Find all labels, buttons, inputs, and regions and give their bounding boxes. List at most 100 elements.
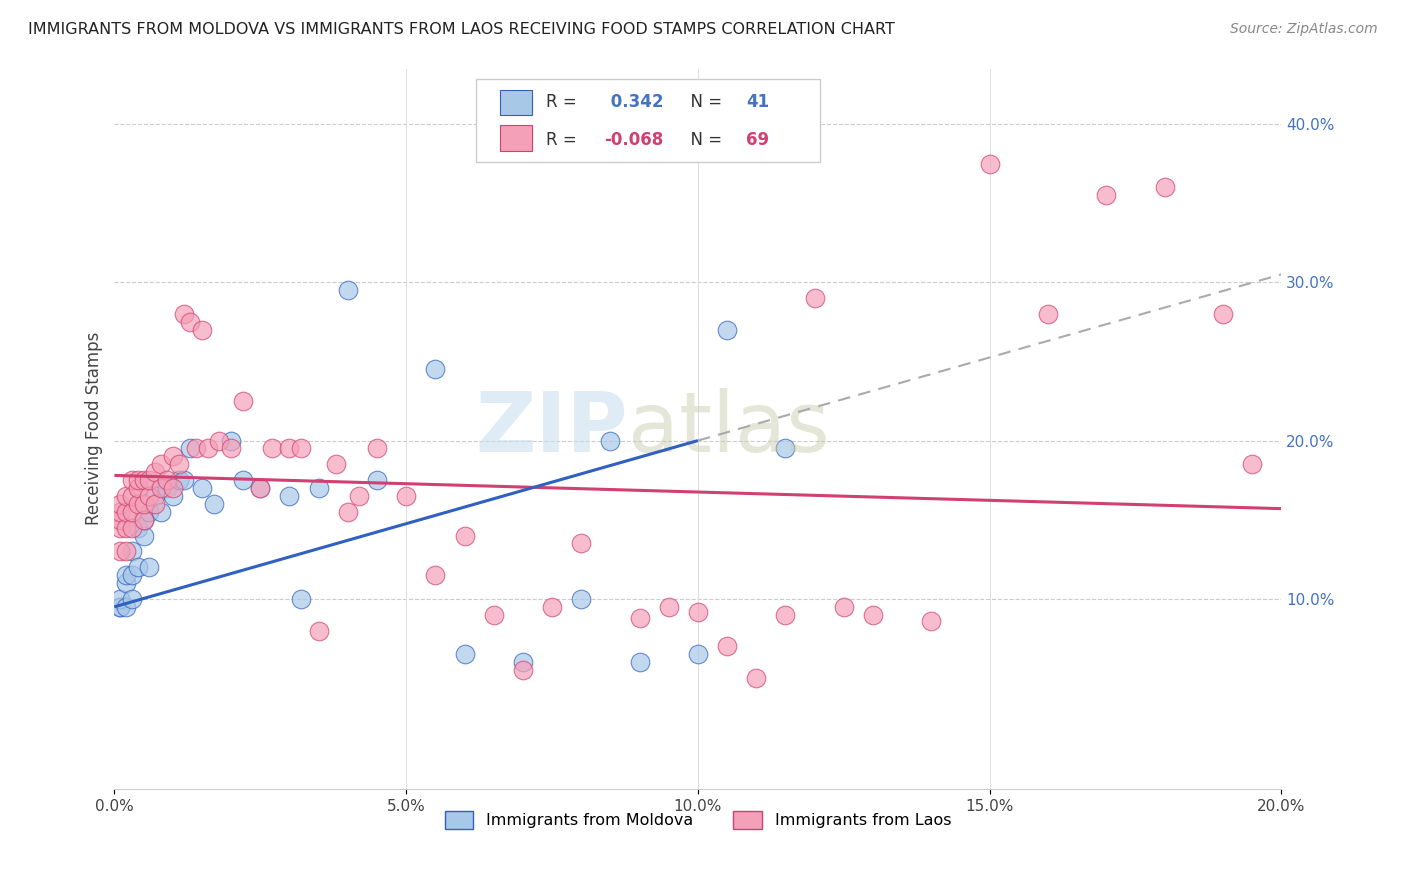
Point bbox=[191, 481, 214, 495]
Point bbox=[658, 599, 681, 614]
Point bbox=[162, 450, 184, 464]
Text: R =: R = bbox=[546, 130, 582, 149]
Bar bbox=[499, 89, 533, 115]
Point bbox=[803, 291, 825, 305]
Point bbox=[121, 521, 143, 535]
Point bbox=[121, 505, 143, 519]
Point bbox=[232, 473, 254, 487]
Point bbox=[132, 513, 155, 527]
Point bbox=[150, 481, 173, 495]
Point bbox=[115, 576, 138, 591]
Point bbox=[115, 544, 138, 558]
Text: atlas: atlas bbox=[628, 388, 830, 469]
Point bbox=[512, 655, 534, 669]
Point bbox=[1212, 307, 1234, 321]
Point bbox=[121, 591, 143, 606]
Point bbox=[628, 655, 651, 669]
Point bbox=[249, 481, 271, 495]
Point bbox=[979, 156, 1001, 170]
Text: N =: N = bbox=[681, 93, 728, 111]
Point bbox=[832, 599, 855, 614]
Point bbox=[127, 521, 149, 535]
Point bbox=[110, 521, 132, 535]
Point bbox=[1095, 188, 1118, 202]
Point bbox=[308, 481, 330, 495]
Point bbox=[775, 607, 797, 622]
Y-axis label: Receiving Food Stamps: Receiving Food Stamps bbox=[86, 332, 103, 525]
Point bbox=[156, 473, 179, 487]
Point bbox=[232, 394, 254, 409]
Point bbox=[110, 505, 132, 519]
Point bbox=[127, 473, 149, 487]
Point bbox=[745, 671, 768, 685]
Point bbox=[121, 473, 143, 487]
Point bbox=[143, 465, 166, 479]
Point bbox=[179, 442, 201, 456]
Point bbox=[127, 497, 149, 511]
Point bbox=[121, 489, 143, 503]
Point bbox=[482, 607, 505, 622]
Point bbox=[132, 513, 155, 527]
Point bbox=[167, 473, 190, 487]
Point bbox=[862, 607, 884, 622]
Point bbox=[775, 442, 797, 456]
Point bbox=[173, 473, 195, 487]
Text: 41: 41 bbox=[745, 93, 769, 111]
Point bbox=[453, 648, 475, 662]
Point bbox=[336, 505, 359, 519]
Point bbox=[162, 489, 184, 503]
Point bbox=[308, 624, 330, 638]
FancyBboxPatch shape bbox=[477, 79, 821, 162]
Point bbox=[1036, 307, 1059, 321]
Point bbox=[127, 560, 149, 574]
Point bbox=[132, 497, 155, 511]
Point bbox=[150, 505, 173, 519]
Text: -0.068: -0.068 bbox=[605, 130, 664, 149]
Text: R =: R = bbox=[546, 93, 582, 111]
Point bbox=[121, 568, 143, 582]
Point bbox=[249, 481, 271, 495]
Point bbox=[278, 489, 301, 503]
Point bbox=[115, 505, 138, 519]
Point bbox=[219, 442, 242, 456]
Point bbox=[290, 591, 312, 606]
Point bbox=[115, 521, 138, 535]
Point bbox=[191, 323, 214, 337]
Point bbox=[138, 489, 160, 503]
Point bbox=[121, 544, 143, 558]
Point bbox=[349, 489, 371, 503]
Point bbox=[173, 307, 195, 321]
Point bbox=[208, 434, 231, 448]
Point bbox=[127, 481, 149, 495]
Point bbox=[138, 505, 160, 519]
Point bbox=[179, 315, 201, 329]
Point bbox=[686, 605, 709, 619]
Point bbox=[628, 611, 651, 625]
Point bbox=[110, 513, 132, 527]
Point bbox=[1241, 458, 1264, 472]
Point bbox=[110, 497, 132, 511]
Point bbox=[197, 442, 219, 456]
Point bbox=[115, 568, 138, 582]
Point bbox=[278, 442, 301, 456]
Point bbox=[115, 599, 138, 614]
Text: IMMIGRANTS FROM MOLDOVA VS IMMIGRANTS FROM LAOS RECEIVING FOOD STAMPS CORRELATIO: IMMIGRANTS FROM MOLDOVA VS IMMIGRANTS FR… bbox=[28, 22, 896, 37]
Legend: Immigrants from Moldova, Immigrants from Laos: Immigrants from Moldova, Immigrants from… bbox=[439, 805, 957, 835]
Point bbox=[167, 458, 190, 472]
Point bbox=[156, 481, 179, 495]
Text: 69: 69 bbox=[745, 130, 769, 149]
Point bbox=[115, 489, 138, 503]
Point bbox=[366, 442, 388, 456]
Point bbox=[138, 473, 160, 487]
Point bbox=[290, 442, 312, 456]
Point bbox=[110, 591, 132, 606]
Point bbox=[453, 528, 475, 542]
Point bbox=[325, 458, 347, 472]
Point bbox=[716, 323, 738, 337]
Point bbox=[716, 640, 738, 654]
Point bbox=[920, 614, 942, 628]
Text: ZIP: ZIP bbox=[475, 388, 628, 469]
Point bbox=[395, 489, 418, 503]
Point bbox=[336, 283, 359, 297]
Point bbox=[150, 458, 173, 472]
